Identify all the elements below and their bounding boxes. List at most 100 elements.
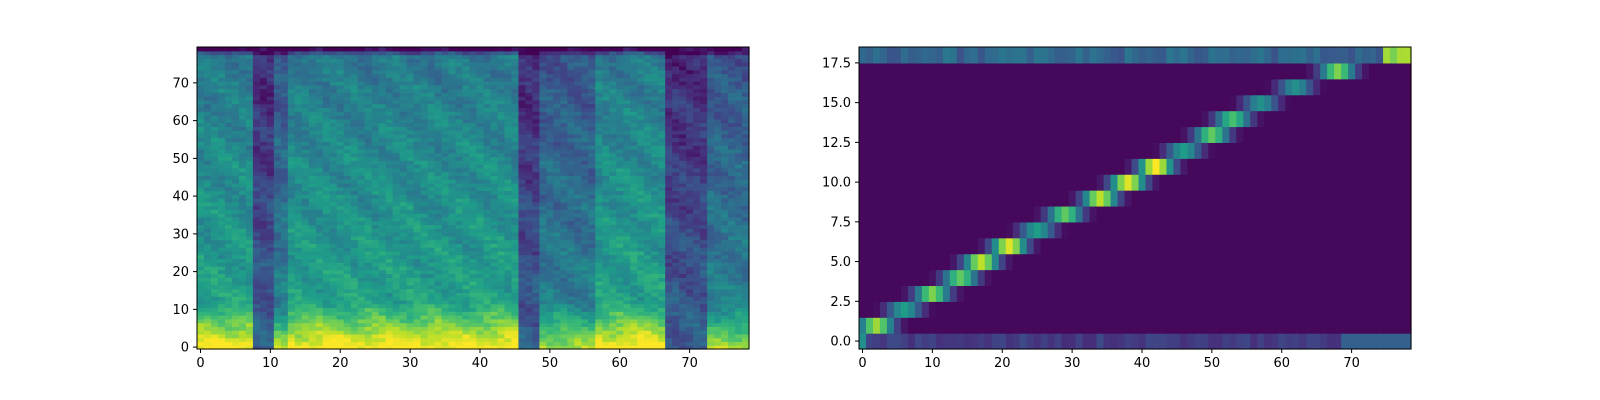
heatmap-cell	[420, 118, 429, 124]
heatmap-cell	[238, 182, 247, 188]
heatmap-cell	[728, 296, 736, 301]
heatmap-cell	[399, 141, 408, 146]
heatmap-cell	[686, 303, 694, 309]
heatmap-cell	[413, 265, 422, 271]
heatmap-cell	[343, 333, 352, 339]
heatmap-cell	[308, 273, 317, 278]
heatmap-cell	[294, 126, 303, 131]
heatmap-cell	[197, 137, 205, 142]
heatmap-cell	[462, 243, 471, 248]
heatmap-cell	[357, 273, 366, 278]
heatmap-cell	[203, 122, 212, 127]
heatmap-cell	[581, 114, 589, 120]
heatmap-cell	[567, 330, 575, 335]
heatmap-cell	[378, 137, 387, 142]
heatmap-cell	[413, 288, 422, 293]
heatmap-cell	[630, 262, 638, 267]
heatmap-cell	[518, 145, 527, 150]
heatmap-cell	[679, 262, 687, 267]
heatmap-cell	[714, 198, 722, 203]
heatmap-cell	[504, 118, 513, 124]
heatmap-cell	[595, 262, 603, 267]
heatmap-cell	[637, 156, 645, 161]
heatmap-cell	[378, 160, 387, 165]
heatmap-cell	[315, 345, 324, 350]
heatmap-cell	[700, 182, 708, 188]
heatmap-cell	[609, 311, 617, 316]
heatmap-cell	[350, 148, 359, 154]
heatmap-cell	[406, 322, 415, 327]
heatmap-cell	[546, 231, 554, 237]
heatmap-cell	[560, 284, 568, 290]
heatmap-cell	[413, 326, 422, 331]
heatmap-cell	[203, 296, 212, 301]
heatmap-cell	[532, 231, 540, 237]
heatmap-cell	[197, 107, 205, 112]
heatmap-cell	[700, 179, 708, 184]
heatmap-cell	[595, 277, 603, 282]
heatmap-cell	[700, 235, 708, 241]
heatmap-cell	[266, 315, 275, 320]
heatmap-cell	[329, 254, 338, 260]
heatmap-cell	[385, 209, 394, 214]
heatmap-cell	[406, 277, 415, 282]
heatmap-cell	[497, 141, 506, 146]
heatmap-cell	[651, 130, 659, 135]
heatmap-cell	[413, 205, 422, 210]
heatmap-cell	[616, 220, 624, 226]
heatmap-cell	[686, 201, 694, 207]
heatmap-cell	[490, 322, 499, 327]
heatmap-cell	[252, 299, 261, 305]
heatmap-cell	[511, 235, 520, 241]
heatmap-cell	[665, 164, 673, 169]
heatmap-cell	[455, 175, 464, 180]
heatmap-cell	[679, 137, 687, 142]
heatmap-cell	[637, 281, 645, 286]
heatmap-cell	[518, 156, 527, 161]
heatmap-cell	[364, 341, 373, 346]
heatmap-cell	[581, 220, 589, 226]
heatmap-cell	[490, 262, 499, 267]
heatmap-cell	[665, 330, 673, 335]
heatmap-cell	[273, 333, 282, 339]
heatmap-cell	[665, 281, 673, 286]
heatmap-cell	[392, 133, 401, 139]
heatmap-cell	[672, 330, 680, 335]
heatmap-cell	[238, 209, 247, 214]
heatmap-cell	[427, 171, 436, 176]
heatmap-cell	[224, 296, 233, 301]
heatmap-cell	[546, 292, 554, 297]
heatmap-cell	[609, 228, 617, 233]
heatmap-cell	[385, 307, 394, 312]
heatmap-cell	[455, 262, 464, 267]
heatmap-cell	[322, 247, 331, 252]
heatmap-cell	[350, 262, 359, 267]
heatmap-cell	[476, 273, 485, 278]
heatmap-cell	[336, 228, 345, 233]
heatmap-cell	[357, 201, 366, 207]
heatmap-cell	[259, 186, 268, 192]
heatmap-cell	[497, 228, 506, 233]
heatmap-cell	[455, 111, 464, 116]
heatmap-cell	[546, 315, 554, 320]
heatmap-cell	[539, 288, 547, 293]
heatmap-cell	[427, 224, 436, 229]
heatmap-cell	[245, 145, 254, 150]
heatmap-cell	[679, 152, 687, 158]
heatmap-cell	[350, 333, 359, 339]
heatmap-cell	[539, 341, 547, 346]
heatmap-cell	[616, 205, 624, 210]
heatmap-cell	[567, 311, 575, 316]
heatmap-cell	[497, 345, 506, 350]
heatmap-cell	[553, 262, 561, 267]
heatmap-cell	[511, 243, 520, 248]
heatmap-cell	[700, 296, 708, 301]
heatmap-cell	[273, 345, 282, 350]
heatmap-cell	[630, 160, 638, 165]
heatmap-cell	[280, 337, 289, 343]
heatmap-cell	[658, 243, 666, 248]
heatmap-cell	[210, 114, 219, 120]
heatmap-cell	[336, 145, 345, 150]
heatmap-cell	[252, 186, 261, 192]
heatmap-cell	[238, 284, 247, 290]
